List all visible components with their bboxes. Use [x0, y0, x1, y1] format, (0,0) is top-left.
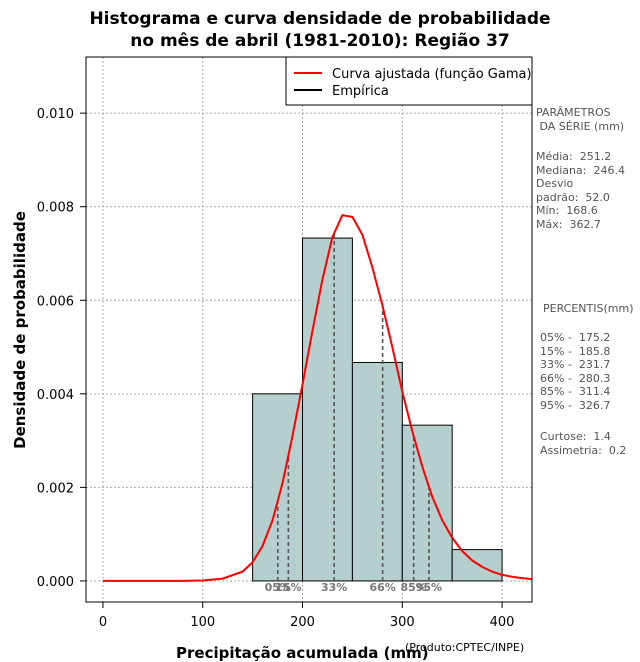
percentile-label: 33%	[321, 581, 347, 594]
y-tick-label: 0.006	[37, 294, 74, 309]
legend: Curva ajustada (função Gama) Empírica	[285, 56, 533, 106]
y-axis-label: Densidade de probabilidade	[11, 211, 29, 449]
x-tick-label: 300	[390, 615, 415, 630]
percentis-title: PERCENTIS(mm)	[543, 302, 634, 315]
params-title: PARÂMETROS DA SÉRIE (mm)	[536, 106, 625, 133]
bars-layer	[252, 237, 503, 582]
x-axis-label: Precipitação acumulada (mm)	[176, 644, 429, 662]
percentile-layer: 05%15% 33% 66% 85%95%	[265, 233, 442, 594]
x-tick-label: 100	[190, 615, 215, 630]
histogram-bar	[451, 549, 503, 582]
percentile-label: 85%	[400, 581, 426, 594]
y-tick-label: 0.004	[37, 388, 74, 403]
chart-title-line2: no mês de abril (1981-2010): Região 37	[130, 31, 510, 51]
histogram-bar	[401, 424, 453, 582]
credit: (Produto:CPTEC/INPE)	[405, 641, 525, 654]
chart-title-line1: Histograma e curva densidade de probabil…	[89, 9, 551, 29]
histogram-bar	[351, 361, 403, 582]
y-tick-label: 0.010	[37, 107, 74, 122]
axes-layer: 0 100 200 300 400 0.000 0.002 0.004 0.006 0.008 0.…	[37, 56, 533, 630]
curve-layer	[103, 213, 533, 582]
y-tick-label: 0.000	[37, 575, 74, 590]
x-tick-label: 200	[290, 615, 315, 630]
y-tick-label: 0.008	[37, 201, 74, 216]
legend-label: Empírica	[332, 84, 389, 99]
histogram-bar	[302, 237, 353, 582]
percentis-values: 05% - 175.2 15% - 185.8 33% - 231.7 66% …	[540, 331, 611, 412]
percentile-label: 95%	[416, 581, 442, 594]
y-tick-label: 0.002	[37, 481, 74, 496]
x-tick-label: 0	[99, 615, 107, 630]
percentile-label: 66%	[369, 581, 395, 594]
shape-stats: Curtose: 1.4 Assimetria: 0.2	[540, 430, 627, 457]
percentile-label: 05%	[265, 581, 291, 594]
params-values: Média: 251.2 Mediana: 246.4 Desvio padrã…	[536, 150, 625, 231]
legend-label: Curva ajustada (função Gama)	[332, 67, 532, 82]
legend-box	[285, 56, 533, 106]
fitted-gamma-curve	[103, 213, 533, 582]
x-tick-label: 400	[490, 615, 515, 630]
percentile-label: 15%	[275, 581, 301, 594]
